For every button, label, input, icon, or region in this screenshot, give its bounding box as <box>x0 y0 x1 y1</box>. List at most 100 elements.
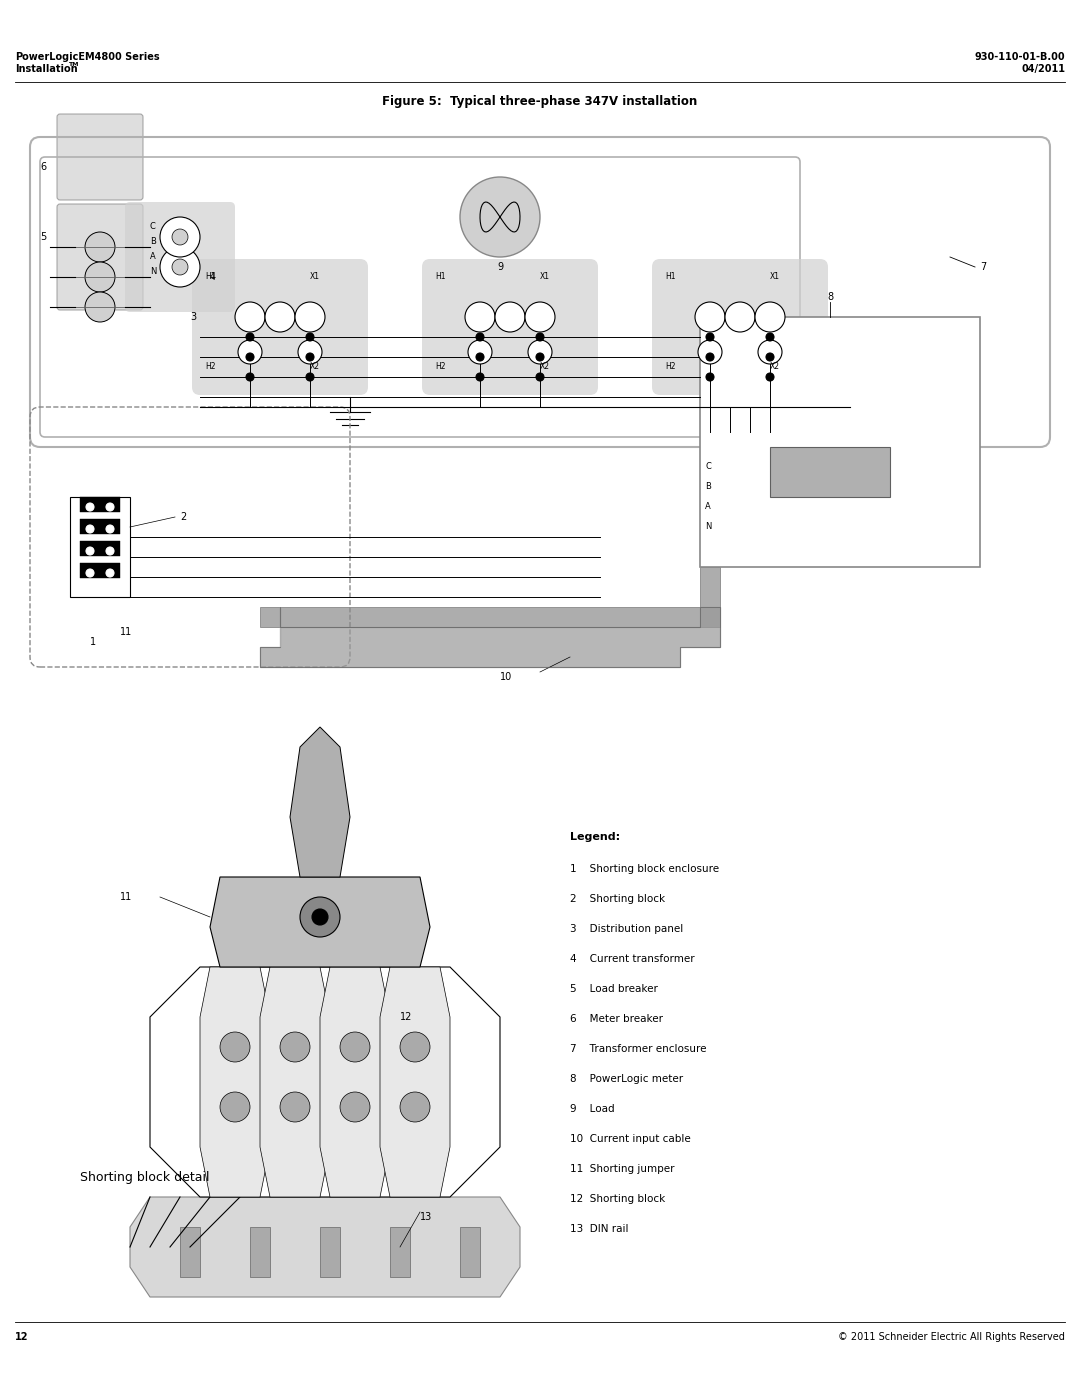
Circle shape <box>86 525 94 534</box>
Bar <box>80 520 120 534</box>
Circle shape <box>468 339 492 365</box>
FancyBboxPatch shape <box>422 258 598 395</box>
Circle shape <box>536 332 544 341</box>
Text: 10  Current input cable: 10 Current input cable <box>570 1134 691 1144</box>
Circle shape <box>172 258 188 275</box>
Circle shape <box>465 302 495 332</box>
Circle shape <box>246 373 254 381</box>
Text: EM4800 Series: EM4800 Series <box>75 52 160 61</box>
Circle shape <box>106 548 114 555</box>
Text: 1: 1 <box>90 637 96 647</box>
Text: 11  Shorting jumper: 11 Shorting jumper <box>570 1164 675 1173</box>
Circle shape <box>235 302 265 332</box>
Circle shape <box>85 232 114 263</box>
Circle shape <box>536 373 544 381</box>
Circle shape <box>766 353 774 360</box>
Text: A: A <box>150 253 156 261</box>
Circle shape <box>340 1092 370 1122</box>
Circle shape <box>246 332 254 341</box>
Polygon shape <box>210 877 430 967</box>
Circle shape <box>525 302 555 332</box>
Text: H2: H2 <box>435 362 446 372</box>
Circle shape <box>725 302 755 332</box>
Text: 4    Current transformer: 4 Current transformer <box>570 954 694 964</box>
Circle shape <box>85 263 114 292</box>
Text: 13  DIN rail: 13 DIN rail <box>570 1224 629 1234</box>
Polygon shape <box>260 608 720 666</box>
Text: 12: 12 <box>400 1011 413 1023</box>
Circle shape <box>698 339 723 365</box>
Bar <box>320 1227 340 1277</box>
Text: 9: 9 <box>497 263 503 272</box>
Text: TM: TM <box>68 61 79 67</box>
Text: Shorting block detail: Shorting block detail <box>80 1171 210 1183</box>
Circle shape <box>766 373 774 381</box>
Circle shape <box>340 1032 370 1062</box>
Circle shape <box>220 1092 249 1122</box>
Bar <box>770 447 890 497</box>
Circle shape <box>706 332 714 341</box>
Circle shape <box>220 1032 249 1062</box>
Text: 2    Shorting block: 2 Shorting block <box>570 894 665 904</box>
Text: 5    Load breaker: 5 Load breaker <box>570 983 658 995</box>
Polygon shape <box>380 967 450 1197</box>
Circle shape <box>306 332 314 341</box>
Circle shape <box>758 339 782 365</box>
Circle shape <box>755 302 785 332</box>
Circle shape <box>476 373 484 381</box>
Text: 1    Shorting block enclosure: 1 Shorting block enclosure <box>570 863 719 875</box>
Text: B: B <box>150 237 156 246</box>
Polygon shape <box>130 1197 519 1296</box>
Text: X2: X2 <box>540 362 550 372</box>
Circle shape <box>528 339 552 365</box>
Text: 9    Load: 9 Load <box>570 1104 615 1113</box>
Text: 7    Transformer enclosure: 7 Transformer enclosure <box>570 1044 706 1053</box>
Text: 3    Distribution panel: 3 Distribution panel <box>570 923 684 935</box>
Text: Installation: Installation <box>15 64 78 74</box>
Circle shape <box>238 339 262 365</box>
Circle shape <box>106 503 114 511</box>
Circle shape <box>306 373 314 381</box>
Circle shape <box>400 1092 430 1122</box>
Text: 8: 8 <box>827 292 833 302</box>
Polygon shape <box>320 967 390 1197</box>
Circle shape <box>106 525 114 534</box>
FancyBboxPatch shape <box>57 115 143 200</box>
Text: 12  Shorting block: 12 Shorting block <box>570 1194 665 1204</box>
Text: H1: H1 <box>665 272 675 282</box>
Bar <box>80 541 120 556</box>
Circle shape <box>246 353 254 360</box>
Circle shape <box>476 332 484 341</box>
Circle shape <box>160 247 200 286</box>
Text: 4: 4 <box>210 272 216 282</box>
Circle shape <box>312 909 328 925</box>
Text: B: B <box>705 482 711 492</box>
Circle shape <box>298 339 322 365</box>
Text: C: C <box>150 222 156 232</box>
Circle shape <box>172 229 188 244</box>
Text: 11: 11 <box>120 893 132 902</box>
FancyBboxPatch shape <box>57 204 143 310</box>
FancyBboxPatch shape <box>652 258 828 395</box>
Circle shape <box>706 353 714 360</box>
Text: 5: 5 <box>40 232 46 242</box>
Text: X2: X2 <box>770 362 780 372</box>
Circle shape <box>86 503 94 511</box>
Text: 2: 2 <box>180 511 186 522</box>
Circle shape <box>85 292 114 321</box>
Text: H1: H1 <box>435 272 446 282</box>
Polygon shape <box>260 967 330 1197</box>
Text: 6: 6 <box>40 162 46 172</box>
Circle shape <box>280 1092 310 1122</box>
Bar <box>70 497 130 597</box>
Bar <box>80 563 120 578</box>
Text: 7: 7 <box>980 263 986 272</box>
Text: 6    Meter breaker: 6 Meter breaker <box>570 1014 663 1024</box>
Text: 04/2011: 04/2011 <box>1021 64 1065 74</box>
Text: H2: H2 <box>665 362 675 372</box>
Circle shape <box>696 302 725 332</box>
Text: Figure 5:  Typical three-phase 347V installation: Figure 5: Typical three-phase 347V insta… <box>382 95 698 109</box>
Bar <box>460 1227 480 1277</box>
Text: PowerLogic: PowerLogic <box>15 52 79 61</box>
Text: H1: H1 <box>205 272 216 282</box>
